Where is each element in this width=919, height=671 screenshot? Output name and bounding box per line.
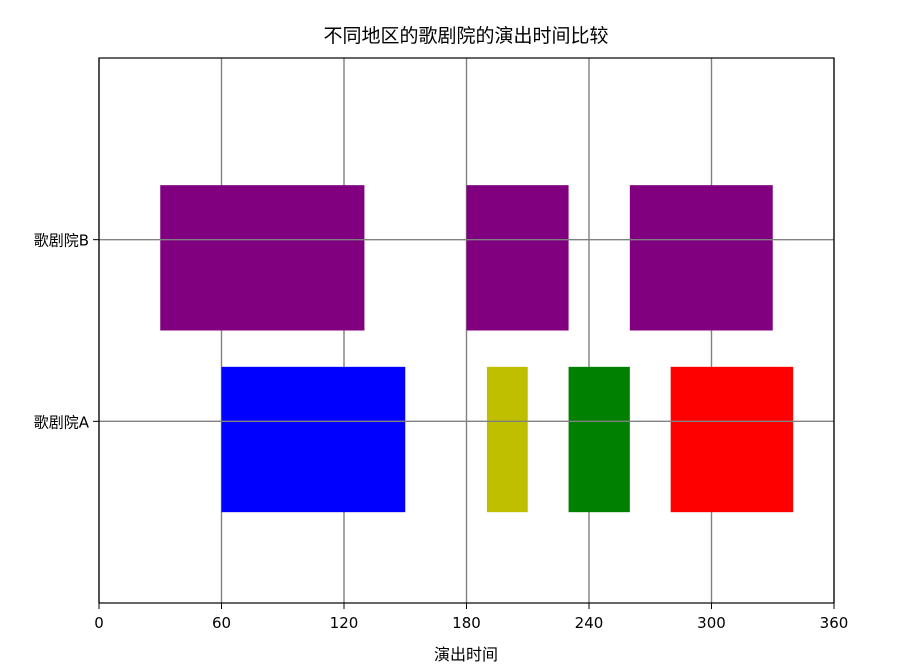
y-tick-label: 歌剧院B <box>34 232 89 250</box>
x-tick-label: 360 <box>820 614 849 632</box>
x-tick-label: 60 <box>212 614 231 632</box>
x-tick-label: 0 <box>94 614 104 632</box>
bar-歌剧院B <box>629 185 773 331</box>
x-tick-label: 180 <box>452 614 481 632</box>
bars <box>160 185 794 513</box>
horizontal-grid-lines <box>99 238 834 423</box>
x-tick-label: 120 <box>330 614 359 632</box>
bar-歌剧院A <box>670 366 794 513</box>
x-axis-label: 演出时间 <box>434 645 498 664</box>
x-tick-label: 300 <box>697 614 726 632</box>
bar-歌剧院A <box>568 366 630 513</box>
bar-歌剧院B <box>466 185 569 331</box>
bar-歌剧院A <box>486 366 528 513</box>
ticks: 0 60 120 180 240 300 360 歌剧院A 歌剧院B <box>34 232 849 632</box>
chart-title: 不同地区的歌剧院的演出时间比较 <box>323 25 608 47</box>
x-tick-label: 240 <box>575 614 604 632</box>
y-tick-label: 歌剧院A <box>34 413 90 431</box>
bar-歌剧院B <box>160 185 365 331</box>
bar-歌剧院A <box>221 366 406 513</box>
